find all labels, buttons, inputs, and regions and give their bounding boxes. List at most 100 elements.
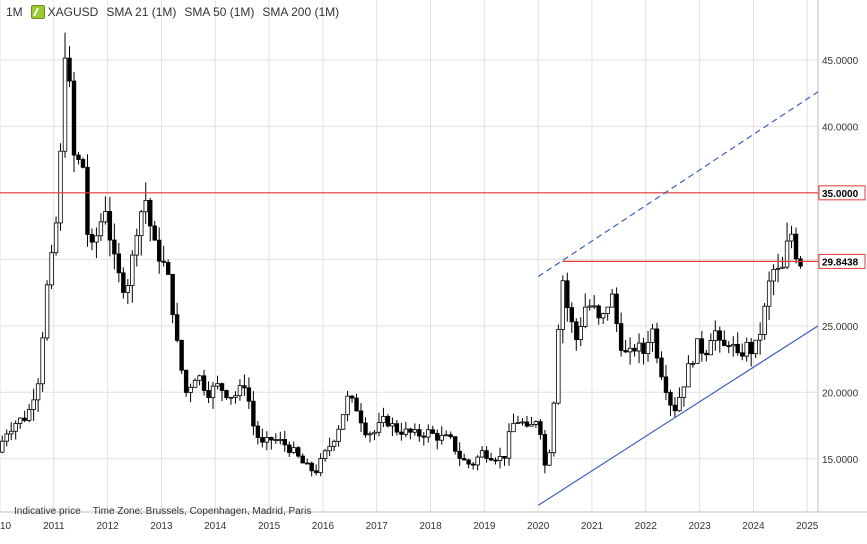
indicator-sma21[interactable]: SMA 21 (1M) [106, 5, 177, 19]
candle [479, 446, 485, 458]
candle-body [17, 417, 23, 424]
candle-body [408, 428, 413, 433]
candle [313, 464, 319, 476]
candle [31, 388, 36, 421]
candle-body [713, 330, 718, 342]
candle-body [690, 362, 696, 365]
price-tag: 29.8438 [818, 253, 866, 269]
candle-body [327, 445, 332, 452]
candle [668, 389, 673, 417]
candle [726, 341, 731, 354]
price-tag: 35.0000 [818, 185, 866, 201]
candle-body [22, 417, 27, 421]
candle-body [484, 450, 489, 459]
x-tick-label: 2013 [150, 521, 173, 532]
candle [71, 72, 77, 173]
candle [686, 355, 691, 388]
candle [228, 396, 234, 405]
candle [574, 318, 579, 351]
candle [215, 375, 220, 390]
candle [269, 436, 274, 450]
candle [690, 360, 696, 368]
candle-body [76, 154, 81, 160]
candle [699, 330, 705, 362]
candle-body [224, 390, 229, 399]
candle-body [452, 436, 458, 452]
candle-body [125, 285, 131, 293]
candle-body [228, 396, 234, 399]
indicator-sma200[interactable]: SMA 200 (1M) [262, 5, 340, 19]
candle-body [233, 395, 238, 398]
candle [376, 412, 382, 437]
chart-footer: Indicative price Time Zone: Brussels, Co… [14, 506, 311, 517]
candle-body [556, 329, 561, 404]
candle-body [278, 439, 283, 441]
candle [439, 426, 444, 445]
timezone-note: Time Zone: Brussels, Copenhagen, Madrid,… [92, 506, 312, 517]
support-trend-line [537, 325, 819, 506]
candle [766, 271, 772, 320]
candle [94, 227, 99, 259]
candle-body [89, 234, 95, 243]
candle [399, 422, 404, 441]
x-tick-label: 2016 [312, 521, 335, 532]
candle [672, 397, 678, 418]
candle [663, 364, 669, 401]
candle [497, 447, 503, 469]
candle [174, 302, 180, 343]
candle [614, 287, 619, 332]
candle-body [71, 80, 77, 156]
candle [798, 255, 803, 269]
candle-body [340, 414, 346, 430]
candle-body [58, 150, 63, 224]
candle-body [793, 233, 799, 260]
symbol-label[interactable]: XAGUSD [30, 5, 98, 19]
candle [551, 401, 557, 457]
candle-body [13, 423, 18, 432]
candle [654, 322, 660, 364]
price-tag-box [818, 253, 866, 269]
candle-body [67, 57, 72, 82]
candle [237, 379, 243, 401]
candle [502, 455, 507, 466]
x-tick-label: 2024 [742, 521, 765, 532]
candle [533, 420, 539, 428]
price-tag-label: 35.0000 [822, 189, 859, 200]
candle-body [627, 347, 633, 353]
candle-body [596, 305, 601, 319]
candle-body [722, 339, 727, 347]
candle-body [618, 323, 624, 351]
candle-body [704, 352, 709, 356]
candle-body [430, 429, 435, 434]
indicator-sma50[interactable]: SMA 50 (1M) [184, 5, 255, 19]
candle [722, 330, 727, 347]
candle-body [287, 444, 292, 453]
candle-body [775, 267, 781, 270]
candle-body [551, 402, 557, 454]
candle-body [574, 321, 579, 341]
candle [152, 221, 157, 241]
candle [609, 288, 615, 308]
candle [296, 446, 301, 458]
candle-body [677, 397, 682, 412]
candle [488, 452, 494, 461]
candle-body [726, 345, 731, 348]
candle-body [475, 456, 480, 466]
candle-body [85, 166, 90, 235]
timeframe-label[interactable]: 1M [6, 5, 23, 19]
candle [251, 391, 256, 436]
candle [560, 275, 566, 344]
candle [578, 317, 583, 347]
candle [565, 272, 570, 322]
candle [327, 437, 332, 457]
candle-body [708, 340, 714, 356]
candle-body [148, 199, 153, 227]
candle-body [636, 342, 642, 352]
candle [412, 423, 418, 436]
candle [107, 196, 113, 257]
candle-body [699, 338, 705, 354]
candle [219, 382, 225, 402]
candle-body [49, 252, 54, 286]
candle-body [780, 266, 785, 269]
